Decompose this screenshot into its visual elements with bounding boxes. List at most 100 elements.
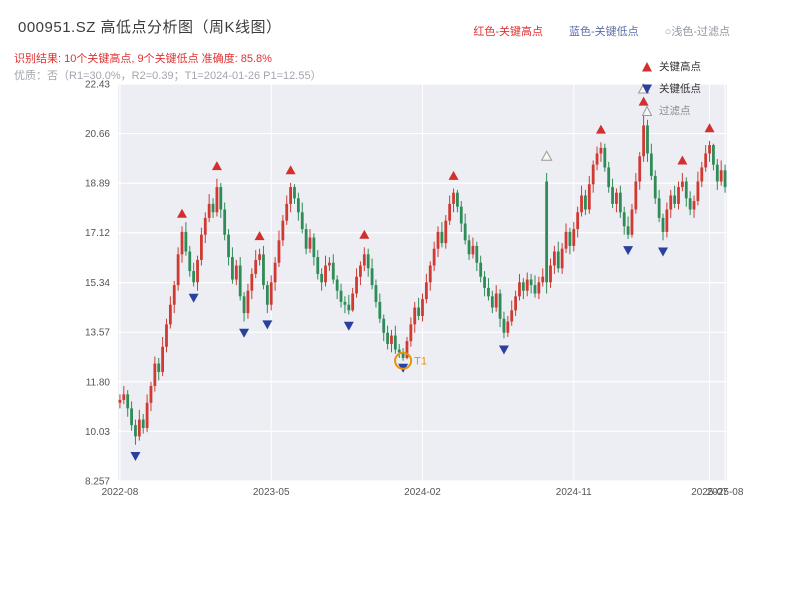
candle-body [525, 279, 529, 291]
y-axis-tick-label: 18.89 [85, 179, 110, 190]
candle-body [390, 335, 393, 344]
legend-key-low-label: 关键低点 [659, 83, 701, 95]
key-high-marker [448, 170, 459, 180]
candle-body [207, 203, 211, 218]
candle-body [572, 229, 576, 246]
candle-body [277, 240, 281, 263]
candle-body [374, 285, 378, 302]
candle-body [281, 220, 285, 241]
candle-body [300, 212, 304, 230]
candle-body [459, 206, 463, 224]
candle-body [673, 195, 677, 204]
candle-body [324, 265, 327, 283]
candle-body [126, 394, 130, 409]
candle-body [184, 231, 188, 252]
candle-body [355, 276, 358, 294]
candle-body [223, 209, 227, 235]
candle-body [611, 187, 614, 204]
key-high-marker [638, 96, 649, 106]
candle-body [141, 419, 145, 428]
candle-body [203, 217, 207, 235]
candle-body [719, 170, 723, 182]
key-low-marker [188, 293, 199, 303]
candle-body [634, 181, 638, 210]
legend-key-high-label: 关键高点 [659, 61, 701, 73]
candle-body [428, 265, 432, 283]
candle-body [312, 237, 316, 258]
candle-body [692, 201, 696, 210]
y-axis-tick-label: 17.12 [85, 228, 110, 239]
candle-body [316, 257, 320, 274]
candle-body [362, 254, 366, 266]
candle-body [533, 285, 537, 294]
candle-body [335, 279, 339, 291]
recognition-result-text: 识别结果: 10个关键高点, 9个关键低点 准确度: 85.8% [14, 53, 272, 65]
candle-body [630, 209, 634, 235]
candle-body [258, 254, 261, 260]
x-axis-tick-label: 2024-11 [556, 487, 592, 498]
key-high-triangle-icon [642, 61, 652, 71]
candle-body [304, 229, 308, 249]
candle-body [638, 156, 642, 182]
quality-note-text: 优质：否（R1=30.0%，R2=0.39；T1=2024-01-26 P1=1… [14, 70, 322, 82]
x-axis-tick-label: 2023-05 [253, 487, 290, 498]
candle-body [134, 425, 137, 437]
header-legend-key-low: 蓝色-关键低点 [569, 26, 639, 38]
candle-body [665, 209, 669, 232]
candle-body [351, 293, 355, 311]
t1-circle-annotation [394, 351, 413, 370]
candle-body [452, 192, 455, 204]
candle-body [537, 282, 541, 294]
candle-body [708, 145, 711, 154]
candle-body [405, 341, 409, 358]
candle-body [366, 254, 370, 269]
candle-body [463, 223, 467, 241]
candle-body [227, 234, 230, 258]
key-low-marker [623, 246, 634, 256]
key-high-marker [704, 123, 715, 133]
candle-body [529, 279, 533, 286]
key-high-marker [595, 124, 606, 134]
candle-body [580, 195, 583, 213]
key-low-marker [130, 451, 141, 461]
candle-body [483, 276, 486, 288]
candle-body [234, 265, 238, 280]
candle-body [490, 296, 494, 308]
candle-body [246, 290, 250, 314]
candle-body [556, 251, 560, 269]
candle-body [308, 237, 312, 249]
candle-body [657, 198, 661, 218]
key-low-marker [498, 345, 509, 355]
candle-body [382, 318, 386, 333]
candle-body [475, 245, 479, 263]
key-low-marker [657, 247, 668, 257]
candle-body [595, 153, 599, 165]
page-title: 000951.SZ 高低点分析图（周K线图） [18, 19, 282, 36]
candle-body [684, 181, 688, 199]
candle-body [254, 259, 258, 274]
candle-body [153, 363, 157, 386]
candle-body [456, 192, 459, 207]
filter-point-marker [540, 150, 553, 161]
candle-body [331, 262, 335, 280]
candle-body [417, 307, 421, 316]
candle-body [607, 167, 611, 188]
candle-body [188, 251, 192, 272]
candle-body [359, 265, 362, 277]
candle-body [661, 217, 665, 232]
candle-body [343, 301, 347, 305]
candle-body [591, 164, 595, 185]
candle-body [584, 195, 587, 210]
candle-body [157, 363, 161, 372]
candle-body [409, 324, 413, 342]
candle-body [564, 231, 568, 249]
legend-item-filter: 过滤点 [641, 103, 701, 118]
candle-body [421, 299, 424, 316]
candle-body [250, 273, 254, 291]
key-high-marker [677, 155, 688, 165]
candle-body [552, 251, 556, 266]
candle-body [622, 212, 626, 227]
y-axis-tick-label: 20.66 [85, 129, 110, 140]
candle-body [646, 125, 649, 154]
